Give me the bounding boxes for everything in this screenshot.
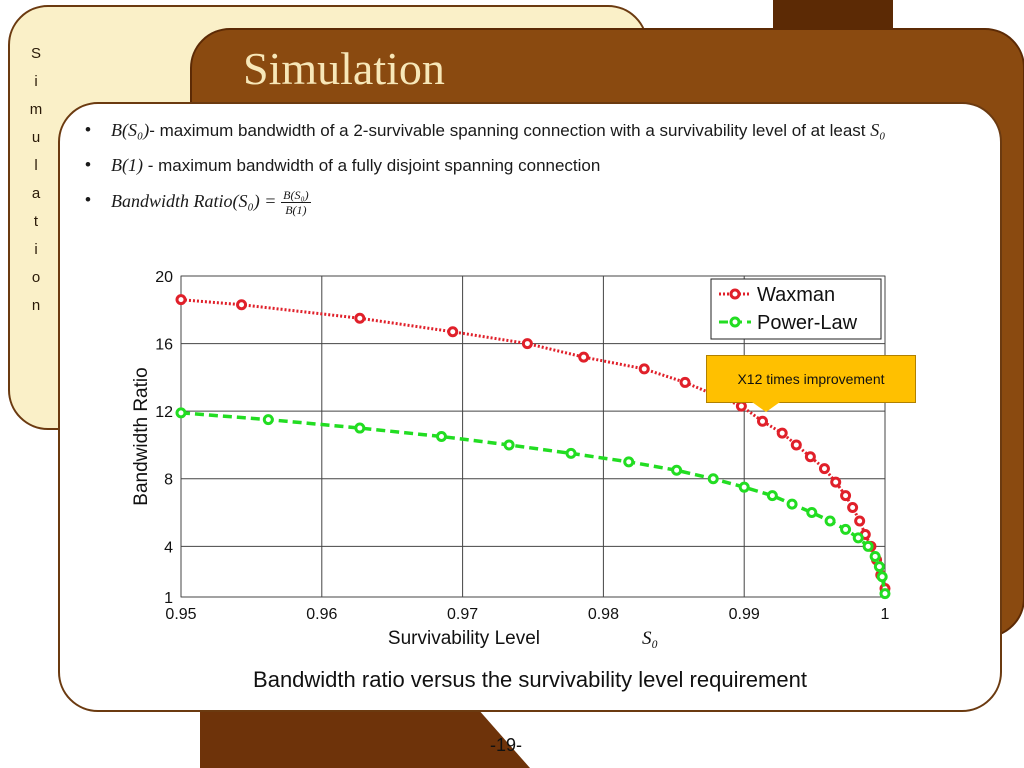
- data-point-waxman: [790, 439, 802, 451]
- side-letter: l: [34, 157, 38, 174]
- data-point-waxman: [818, 463, 830, 475]
- y-tick-label: 1: [164, 590, 173, 607]
- data-point-waxman: [735, 400, 747, 412]
- fraction-denominator: B(1): [285, 203, 307, 217]
- data-point-waxman: [521, 338, 533, 350]
- x-axis-symbol: S₀: [642, 628, 658, 649]
- x-tick-label: 0.95: [165, 606, 196, 623]
- y-tick-label: 12: [155, 404, 173, 421]
- figure-caption: Bandwidth ratio versus the survivability…: [253, 667, 807, 692]
- data-point-power-law: [879, 588, 891, 600]
- bandwidth-ratio-chart: 1 4 8 12 16 20 0.95 0.96 0.97 0.98 0.99 1 Survivabil…: [131, 269, 891, 649]
- legend-label: Power-Law: [757, 312, 858, 334]
- side-letter: i: [34, 241, 38, 258]
- data-point-waxman: [175, 294, 187, 306]
- x-tick-label: 1: [881, 606, 890, 623]
- side-letter: n: [31, 297, 41, 314]
- data-point-power-law: [840, 523, 852, 535]
- data-point-waxman: [236, 299, 248, 311]
- side-letter: m: [29, 101, 43, 118]
- data-point-waxman: [578, 351, 590, 363]
- x-tick-label: 0.99: [729, 606, 760, 623]
- ratio-fraction: B(S₀) B(1): [281, 188, 311, 217]
- data-point-power-law: [738, 481, 750, 493]
- side-letter: t: [33, 213, 39, 230]
- y-tick-label: 8: [164, 472, 173, 489]
- bullet-math: S₀: [870, 120, 886, 140]
- x-tick-label: 0.97: [447, 606, 478, 623]
- bullet-item: • B(S₀)- maximum bandwidth of a 2-surviv…: [85, 118, 985, 143]
- data-point-waxman: [776, 427, 788, 439]
- callout-pointer: [752, 402, 780, 412]
- bullet-item: • Bandwidth Ratio(S₀) = B(S₀) B(1): [85, 188, 985, 217]
- data-point-waxman: [679, 376, 691, 388]
- side-letter: u: [31, 129, 41, 146]
- bullet-math: B(S₀): [111, 120, 150, 140]
- y-axis-label: Bandwidth Ratio: [131, 367, 152, 505]
- data-point-waxman: [804, 451, 816, 463]
- ratio-formula: Bandwidth Ratio(S₀) =: [111, 190, 277, 211]
- x-tick-label: 0.98: [588, 606, 619, 623]
- data-point-power-law: [766, 490, 778, 502]
- side-letter: S: [30, 45, 41, 62]
- bullet-text: - maximum bandwidth of a 2-survivable sp…: [149, 121, 871, 140]
- data-point-power-law: [806, 507, 818, 519]
- side-letter: o: [31, 269, 41, 286]
- bullet-dot: •: [85, 190, 91, 209]
- x-axis-label: Survivability Level: [388, 628, 540, 649]
- data-point-power-law: [565, 447, 577, 459]
- x-tick-label: 0.96: [306, 606, 337, 623]
- side-letter: a: [31, 185, 41, 202]
- bullet-math: B(1): [111, 155, 143, 175]
- bullet-dot: •: [85, 155, 91, 174]
- y-tick-label: 16: [155, 337, 173, 354]
- improvement-callout: X12 times improvement: [706, 355, 916, 403]
- data-point-power-law: [786, 498, 798, 510]
- y-tick-label: 20: [155, 269, 173, 286]
- data-point-waxman: [854, 515, 866, 527]
- vertical-section-label: S i m u l a t i o n: [24, 40, 48, 320]
- data-point-power-law: [876, 571, 888, 583]
- fraction-numerator: B(S₀): [281, 188, 311, 203]
- data-point-power-law: [671, 464, 683, 476]
- data-point-power-law: [852, 532, 864, 544]
- data-point-power-law: [862, 540, 874, 552]
- legend-label: Waxman: [757, 284, 835, 306]
- data-point-power-law: [354, 422, 366, 434]
- data-point-waxman: [757, 415, 769, 427]
- data-point-power-law: [175, 407, 187, 419]
- data-point-power-law: [623, 456, 635, 468]
- data-point-waxman: [840, 490, 852, 502]
- data-point-power-law: [873, 561, 885, 573]
- y-tick-label: 4: [164, 539, 173, 556]
- data-point-power-law: [503, 439, 515, 451]
- data-point-power-law: [262, 414, 274, 426]
- data-point-power-law: [707, 473, 719, 485]
- slide-title: Simulation: [243, 43, 445, 94]
- data-point-power-law: [824, 515, 836, 527]
- bullet-text: - maximum bandwidth of a fully disjoint …: [142, 156, 601, 175]
- side-letter: i: [34, 73, 38, 90]
- data-point-waxman: [638, 363, 650, 375]
- bullet-dot: •: [85, 120, 91, 139]
- page-number: -19-: [490, 735, 523, 755]
- legend-marker: [729, 316, 741, 328]
- legend-marker: [729, 288, 741, 300]
- bullet-list: • B(S₀)- maximum bandwidth of a 2-surviv…: [85, 118, 985, 227]
- bullet-item: • B(1) - maximum bandwidth of a fully di…: [85, 153, 985, 178]
- data-point-waxman: [830, 476, 842, 488]
- data-point-power-law: [869, 550, 881, 562]
- data-point-power-law: [435, 431, 447, 442]
- data-point-waxman: [847, 501, 859, 513]
- data-point-waxman: [447, 326, 459, 338]
- legend-box: [710, 278, 882, 340]
- data-point-waxman: [354, 312, 366, 324]
